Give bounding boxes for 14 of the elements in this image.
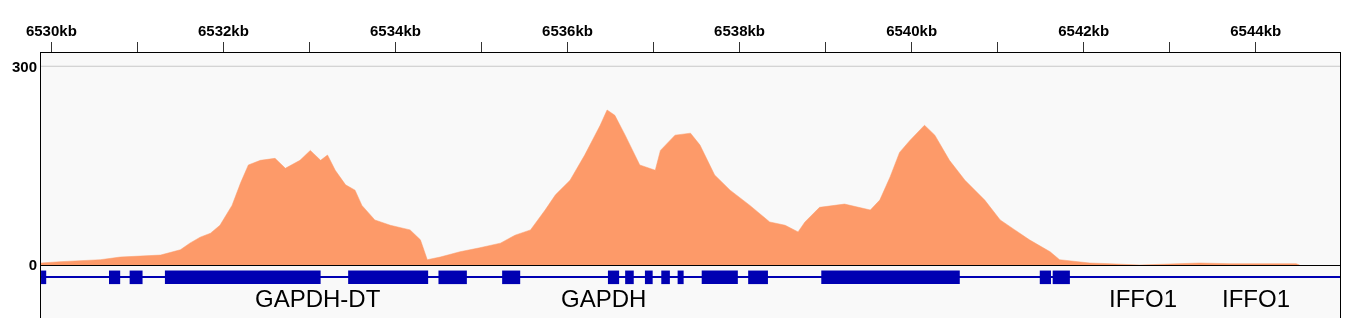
y-tick-label: 0 [28, 256, 38, 274]
annotation: IFFO1 [1222, 285, 1291, 312]
annotation: GAPDH [561, 285, 647, 312]
x-tick-label: 6536kb [542, 22, 593, 39]
x-tick-label: 6544kb [1230, 22, 1282, 39]
x-tick-label: 6540kb [886, 22, 938, 39]
y-tick-label: 300 [12, 57, 38, 75]
x-tick-label: 6538kb [714, 22, 765, 39]
x-tick-label: 6532kb [197, 22, 249, 39]
x-tick-label: 6534kb [370, 22, 421, 39]
x-tick-label: 6542kb [1058, 22, 1110, 39]
annotation: GAPDH-DT [255, 285, 381, 312]
annotation: IFFO1 [1109, 285, 1178, 312]
x-tick-label: 6530kb [25, 22, 77, 39]
